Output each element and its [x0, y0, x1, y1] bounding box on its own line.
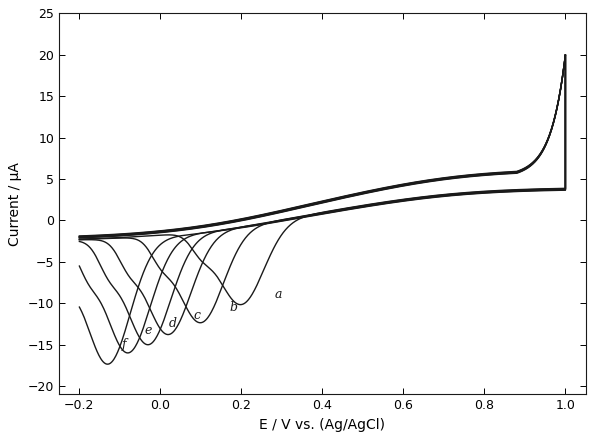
Text: f: f	[122, 338, 127, 351]
Text: d: d	[169, 317, 176, 330]
Text: a: a	[274, 288, 282, 301]
Text: c: c	[193, 309, 200, 322]
Text: e: e	[144, 324, 152, 337]
Y-axis label: Current / μA: Current / μA	[8, 162, 23, 246]
X-axis label: E / V vs. (Ag/AgCl): E / V vs. (Ag/AgCl)	[260, 418, 386, 432]
Text: b: b	[229, 301, 237, 314]
